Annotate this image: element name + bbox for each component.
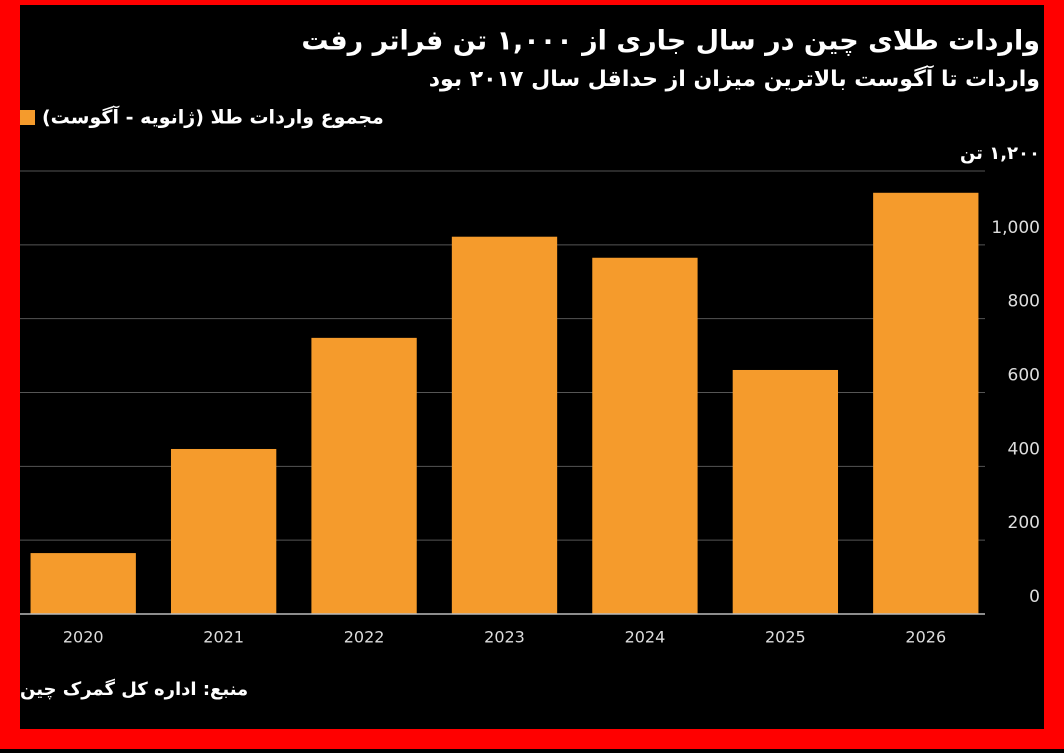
chart-title: واردات طلای چین در سال جاری از ۱,۰۰۰ تن … — [301, 26, 1040, 57]
y-tick-label: 400 — [1008, 439, 1040, 459]
x-tick-label: 2021 — [203, 628, 244, 647]
source: منبع: اداره کل گمرک چین — [20, 678, 248, 700]
bar — [873, 192, 979, 615]
x-tick-label: 2024 — [625, 628, 666, 647]
bar — [732, 369, 839, 614]
legend-swatch — [20, 110, 35, 125]
x-tick-label: 2020 — [63, 628, 104, 647]
bar — [592, 257, 698, 614]
y-tick-label: ۱,۲۰۰ تن — [960, 143, 1040, 164]
y-tick-label: 200 — [1008, 513, 1040, 533]
bar — [30, 553, 136, 614]
bar — [311, 337, 417, 614]
legend-label: مجموع واردات طلا (ژانویه - آگوست) — [42, 105, 384, 129]
y-tick-label: 1,000 — [991, 218, 1040, 238]
y-tick-label: 600 — [1008, 366, 1040, 386]
bar — [451, 236, 558, 614]
bar — [170, 448, 277, 614]
x-tick-label: 2022 — [344, 628, 385, 647]
y-tick-label: 0 — [1029, 587, 1040, 607]
chart-subtitle: واردات تا آگوست بالاترین میزان از حداقل … — [429, 64, 1040, 92]
x-tick-label: 2026 — [905, 628, 946, 647]
y-tick-label: 800 — [1008, 292, 1040, 312]
x-tick-label: 2023 — [484, 628, 525, 647]
x-tick-label: 2025 — [765, 628, 806, 647]
